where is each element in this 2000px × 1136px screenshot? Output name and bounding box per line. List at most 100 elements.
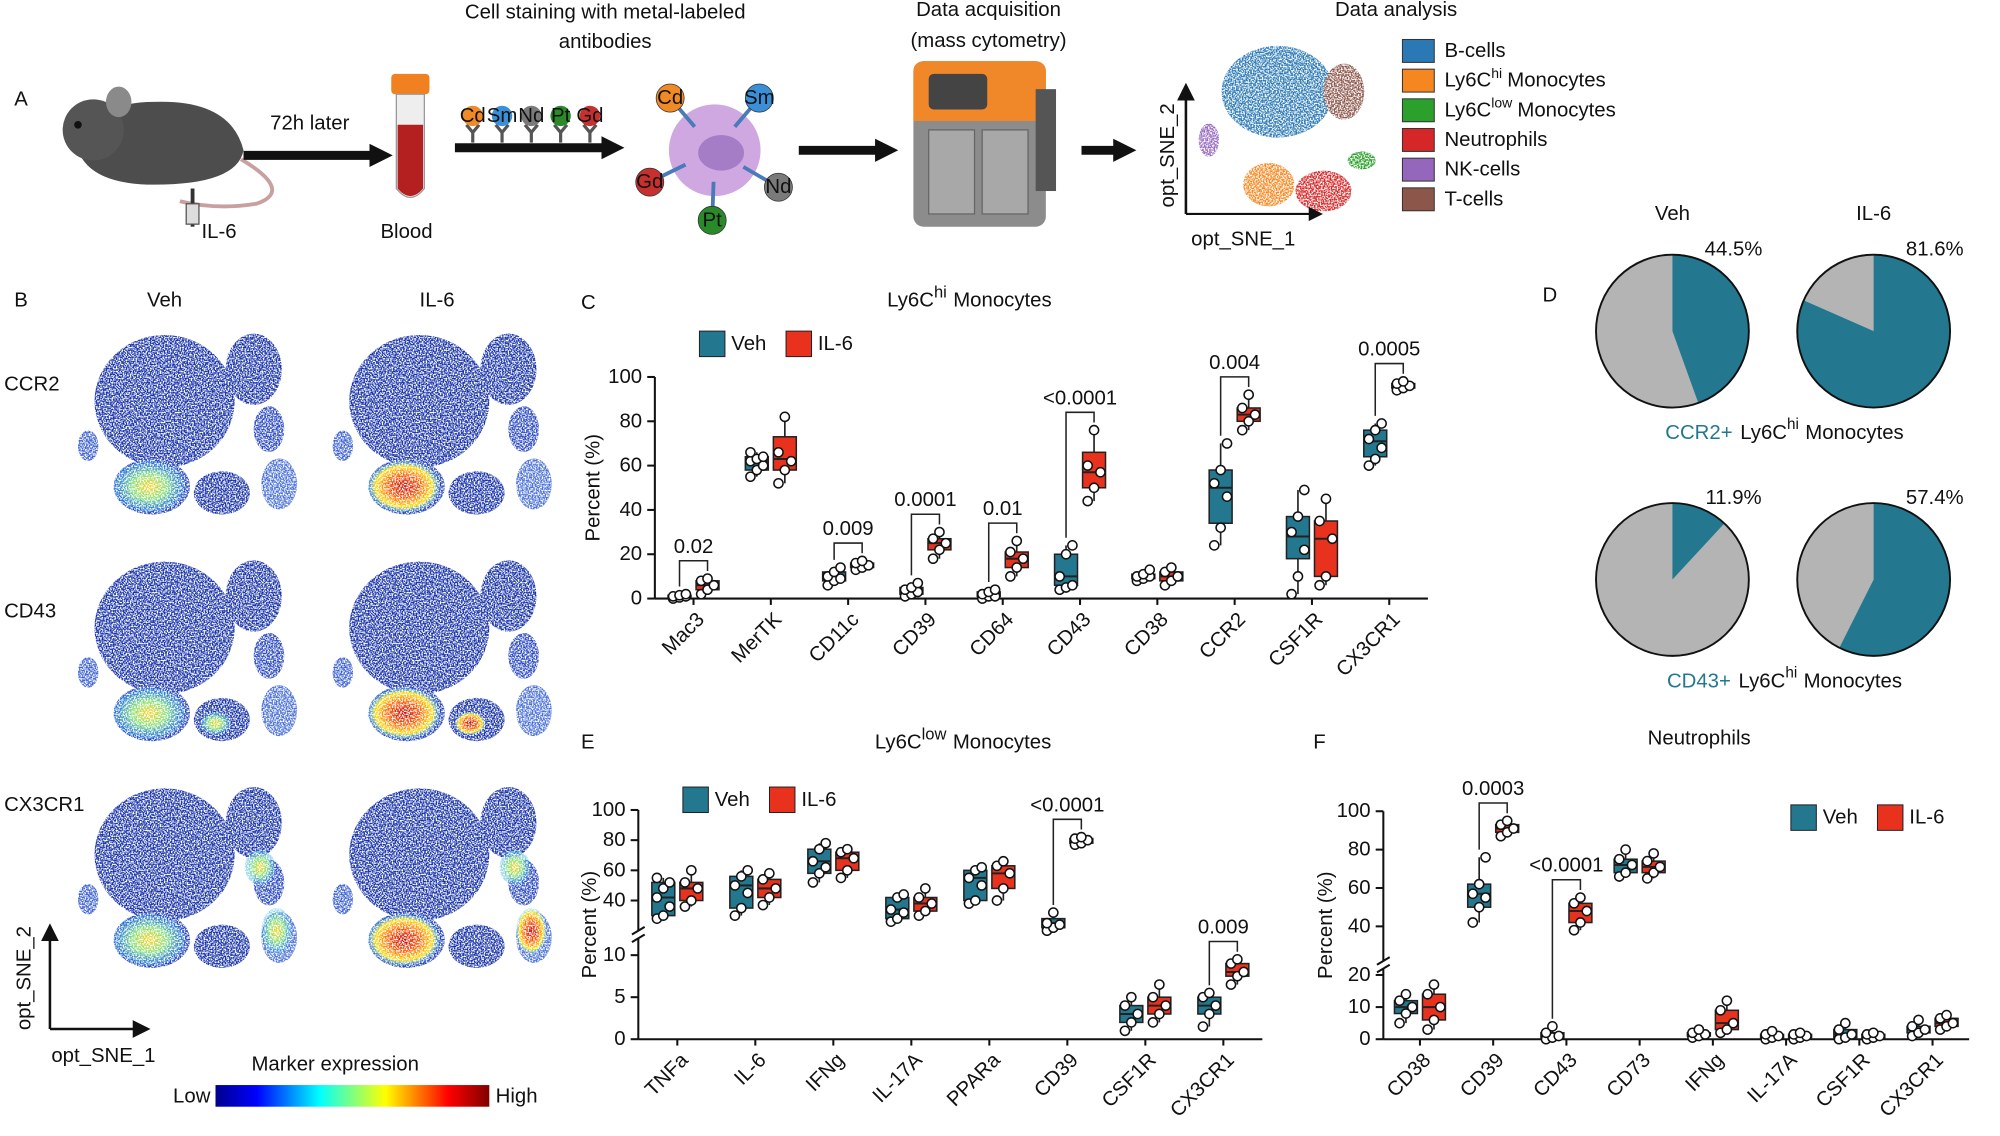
- data-point: [1243, 389, 1255, 401]
- data-point: [807, 855, 819, 867]
- tsne-tile: [77, 560, 298, 742]
- data-point: [1575, 892, 1586, 903]
- data-point: [927, 533, 939, 545]
- data-point: [1400, 988, 1412, 1000]
- hotspot: [516, 908, 547, 954]
- data-point: [841, 843, 853, 855]
- legend-swatch: [1876, 804, 1904, 831]
- data-point: [934, 544, 945, 556]
- pie-rest: [1596, 503, 1749, 656]
- data-point: [1613, 853, 1625, 865]
- tsne-axis-label: opt_SNE_2: [1157, 103, 1179, 207]
- data-point: [1846, 1029, 1858, 1040]
- legend-swatch: [1401, 187, 1435, 212]
- data-point: [1236, 424, 1248, 436]
- y-axis-label: Percent (%): [579, 871, 601, 978]
- data-point: [1467, 917, 1479, 928]
- antibody: [523, 123, 539, 143]
- pvalue-bracket: [1208, 940, 1239, 986]
- metal-tag: [550, 105, 571, 127]
- text-part: Ly6C: [1444, 99, 1491, 121]
- antibody: [465, 123, 481, 143]
- metal-label: Sm: [744, 87, 775, 109]
- pvalue-bracket: [987, 522, 1018, 583]
- data-point: [1369, 453, 1381, 465]
- text-part: B-cells: [1444, 40, 1505, 62]
- text-part: Ly6C: [1739, 670, 1786, 692]
- legend-label: IL-6: [801, 789, 836, 811]
- data-point: [1208, 540, 1220, 551]
- marker-label: CD43: [4, 600, 56, 622]
- data-point: [657, 883, 669, 894]
- data-point: [679, 877, 691, 888]
- tsne-tile: [77, 333, 298, 515]
- data-point: [927, 553, 939, 565]
- x-tick-label: CD39: [1030, 1049, 1082, 1101]
- chart-title: Neutrophils: [1648, 728, 1751, 750]
- data-point: [885, 904, 897, 915]
- x-tick-label: IL-6: [730, 1049, 770, 1089]
- data-point: [779, 411, 791, 423]
- data-point: [1397, 376, 1409, 387]
- pvalue: 0.0001: [894, 489, 956, 511]
- tsne-base: [332, 560, 552, 742]
- data-point: [1376, 418, 1387, 429]
- x-tick-label: Mac3: [658, 609, 709, 660]
- data-point: [1147, 1017, 1159, 1028]
- x-tick-label: CX3CR1: [1876, 1049, 1948, 1121]
- panel-label: F: [1313, 731, 1325, 753]
- tsne-overview: [1198, 45, 1376, 212]
- y-tick-label: 10: [1348, 996, 1371, 1018]
- x-tick-label: CD64: [966, 609, 1018, 661]
- data-point: [1243, 415, 1255, 427]
- data-point: [1011, 562, 1023, 573]
- data-point: [1693, 1024, 1705, 1035]
- text-part: Monocytes: [953, 290, 1051, 312]
- y-tick-label: 60: [1348, 877, 1371, 899]
- metal-label: Pt: [551, 105, 571, 127]
- data-point: [1547, 1021, 1558, 1032]
- data-point: [1236, 402, 1248, 414]
- data-point: [1467, 888, 1479, 900]
- data-point: [1067, 579, 1078, 591]
- data-point: [1203, 987, 1215, 999]
- text-part: low: [1491, 95, 1513, 111]
- legend-label: IL-6: [818, 333, 853, 355]
- panel-label: A: [14, 88, 28, 110]
- legend-label: IL-6: [1909, 807, 1944, 829]
- y-tick-label: 100: [608, 366, 642, 388]
- y-axis: [1376, 811, 1391, 1040]
- x-tick-label: CD39: [888, 609, 940, 661]
- data-point: [1919, 1024, 1931, 1035]
- y-tick-label: 40: [1348, 915, 1371, 937]
- data-point: [1473, 901, 1485, 913]
- pvalue: 0.004: [1209, 352, 1260, 374]
- data-point: [1017, 553, 1029, 565]
- data-point: [969, 895, 981, 906]
- pie-outline: [1796, 502, 1952, 657]
- hotspot: [113, 687, 185, 739]
- x-tick-label: PPARa: [943, 1049, 1005, 1111]
- data-point: [1160, 1000, 1172, 1011]
- data-point: [820, 837, 832, 849]
- data-point: [651, 872, 663, 884]
- pvalue-bracket: [1052, 818, 1083, 905]
- y-tick-label: 60: [603, 859, 626, 881]
- pvalue-bracket: [833, 542, 863, 560]
- data-point: [770, 883, 782, 894]
- text-part: hi: [1787, 416, 1799, 433]
- hotspot: [368, 461, 440, 512]
- data-point: [1005, 546, 1016, 558]
- x-tick-label: CD43: [1529, 1049, 1581, 1101]
- legend-swatch: [1401, 127, 1435, 152]
- hotspot: [261, 908, 292, 954]
- data-point: [1428, 979, 1440, 990]
- mouse: [62, 86, 275, 227]
- legend-label: B-cells: [1444, 40, 1505, 62]
- tsne-axis-label: opt_SNE_2: [13, 926, 35, 1030]
- pvalue: 0.0005: [1358, 339, 1420, 361]
- column-title: Veh: [1655, 203, 1690, 225]
- pvalue: 0.0003: [1462, 778, 1524, 800]
- data-point: [757, 451, 769, 463]
- data-point: [1422, 988, 1433, 1000]
